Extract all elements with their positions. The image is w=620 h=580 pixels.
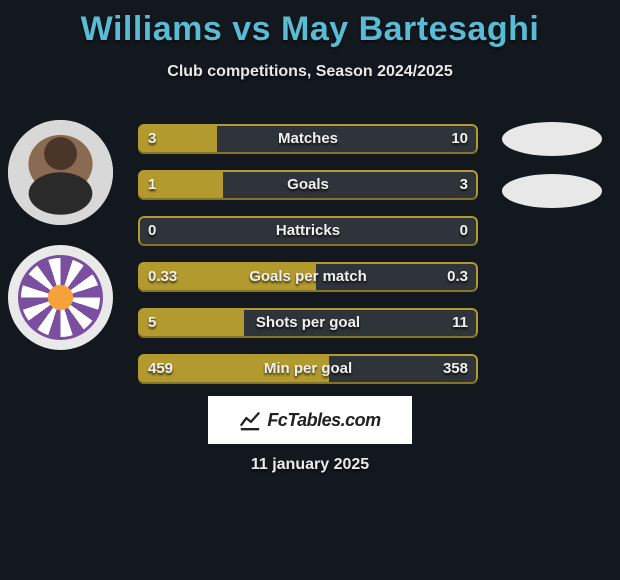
player-avatar bbox=[8, 120, 113, 225]
brand-box: FcTables.com bbox=[208, 396, 412, 444]
stat-row: 511Shots per goal bbox=[138, 308, 478, 338]
subtitle: Club competitions, Season 2024/2025 bbox=[0, 63, 620, 81]
brand-icon bbox=[239, 409, 261, 431]
page-title: Williams vs May Bartesaghi bbox=[0, 0, 620, 49]
opponent-badge bbox=[502, 122, 602, 156]
left-avatar-column bbox=[8, 120, 113, 370]
stat-row: 00Hattricks bbox=[138, 216, 478, 246]
brand-text: FcTables.com bbox=[267, 410, 380, 431]
stat-row: 310Matches bbox=[138, 124, 478, 154]
club-logo bbox=[8, 245, 113, 350]
stats-bars: 310Matches 13Goals 00Hattricks 0.330.3Goals… bbox=[138, 124, 478, 400]
stat-row: 459358Min per goal bbox=[138, 354, 478, 384]
stat-row: 0.330.3Goals per match bbox=[138, 262, 478, 292]
stat-row: 13Goals bbox=[138, 170, 478, 200]
date-line: 11 january 2025 bbox=[0, 456, 620, 474]
right-badge-column bbox=[502, 122, 602, 226]
opponent-badge bbox=[502, 174, 602, 208]
